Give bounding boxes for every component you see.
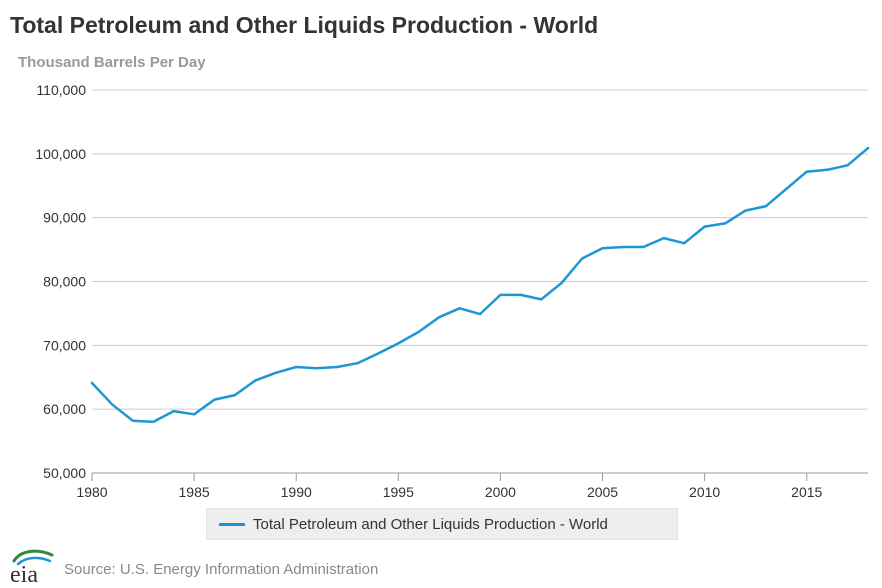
legend-label: Total Petroleum and Other Liquids Produc… bbox=[253, 515, 608, 533]
data-point bbox=[397, 342, 400, 345]
source-credit: Source: U.S. Energy Information Administ… bbox=[64, 561, 379, 578]
data-point bbox=[723, 222, 727, 225]
x-tick-label: 1995 bbox=[383, 484, 414, 500]
data-point bbox=[437, 316, 441, 319]
data-point bbox=[233, 393, 237, 397]
data-point bbox=[131, 419, 135, 422]
data-point bbox=[866, 146, 870, 150]
data-point bbox=[519, 293, 523, 297]
data-point bbox=[111, 403, 114, 406]
data-point bbox=[601, 247, 604, 250]
series-line bbox=[90, 146, 870, 424]
data-point bbox=[662, 236, 665, 240]
data-point bbox=[315, 367, 318, 370]
y-tick-label: 100,000 bbox=[35, 146, 86, 162]
data-point bbox=[764, 204, 768, 208]
data-point bbox=[785, 187, 788, 191]
data-point bbox=[192, 413, 196, 416]
y-tick-label: 80,000 bbox=[43, 274, 86, 290]
data-point bbox=[335, 365, 339, 369]
x-tick-label: 1990 bbox=[281, 484, 312, 500]
data-point bbox=[683, 242, 686, 245]
data-point bbox=[499, 293, 502, 297]
y-tick-label: 110,000 bbox=[36, 82, 86, 98]
y-tick-label: 70,000 bbox=[43, 337, 86, 353]
x-tick-label: 2010 bbox=[689, 484, 720, 500]
data-point bbox=[376, 352, 380, 355]
data-point bbox=[560, 281, 563, 284]
eia-logo-text: eia bbox=[10, 562, 38, 585]
data-point bbox=[846, 164, 849, 167]
data-point bbox=[642, 245, 645, 249]
data-point bbox=[805, 170, 808, 173]
x-tick-label: 1985 bbox=[179, 484, 210, 500]
data-point bbox=[295, 365, 298, 369]
data-point bbox=[356, 362, 359, 365]
data-point bbox=[744, 209, 747, 212]
chart-title: Total Petroleum and Other Liquids Produc… bbox=[10, 12, 599, 38]
data-point bbox=[621, 245, 625, 249]
x-tick-label: 2005 bbox=[587, 484, 618, 500]
data-point bbox=[417, 330, 420, 334]
data-point bbox=[90, 381, 94, 385]
chart-subtitle: Thousand Barrels Per Day bbox=[18, 54, 206, 71]
data-point bbox=[825, 168, 829, 171]
chart-legend[interactable]: Total Petroleum and Other Liquids Produc… bbox=[206, 508, 678, 540]
data-point bbox=[580, 257, 584, 260]
y-tick-label: 60,000 bbox=[43, 401, 86, 417]
data-point bbox=[703, 225, 706, 228]
data-point bbox=[172, 409, 175, 413]
legend-swatch bbox=[219, 522, 245, 526]
line-chart: 50,000 60,000 70,000 80,000 90,000 100,000 110… bbox=[35, 82, 870, 500]
y-tick-label: 50,000 bbox=[43, 465, 86, 481]
data-point bbox=[274, 371, 277, 374]
x-tick-label: 2015 bbox=[791, 484, 822, 500]
x-tick-label: 1980 bbox=[76, 484, 107, 500]
data-point bbox=[152, 420, 155, 424]
data-point bbox=[478, 312, 482, 316]
y-tick-label: 90,000 bbox=[43, 210, 86, 226]
data-point bbox=[213, 398, 216, 401]
data-point bbox=[254, 379, 257, 382]
data-point bbox=[540, 298, 543, 301]
eia-logo: eia bbox=[10, 549, 54, 585]
x-tick-label: 2000 bbox=[485, 484, 516, 500]
data-point bbox=[458, 307, 461, 310]
